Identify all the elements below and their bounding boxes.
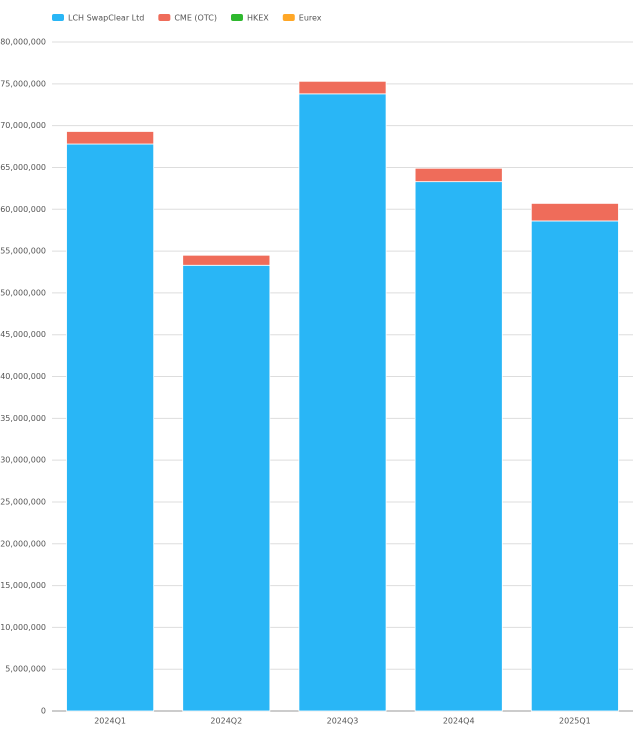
bar-segment	[414, 167, 503, 183]
y-tick-label: 65,000,000	[0, 163, 46, 172]
bar-segment	[182, 254, 271, 266]
y-tick-label: 30,000,000	[0, 456, 46, 465]
legend-swatch	[230, 14, 243, 21]
x-tick-label: 2024Q2	[210, 717, 242, 726]
y-tick-label: 5,000,000	[5, 665, 46, 674]
bar-segment	[298, 93, 387, 712]
y-tick-label: 40,000,000	[0, 372, 46, 381]
legend-label: Eurex	[299, 14, 322, 23]
y-tick-label: 20,000,000	[0, 539, 46, 548]
legend-label: LCH SwapClear Ltd	[68, 14, 144, 23]
bar-segment	[530, 202, 619, 222]
bar-segment	[530, 220, 619, 712]
bar-segment	[66, 143, 155, 712]
y-tick-label: 80,000,000	[0, 38, 46, 47]
legend-label: HKEX	[247, 14, 269, 23]
y-tick-label: 75,000,000	[0, 79, 46, 88]
bar-segment	[414, 181, 503, 712]
y-tick-label: 25,000,000	[0, 497, 46, 506]
x-tick-label: 2024Q3	[327, 717, 359, 726]
x-tick-label: 2024Q4	[443, 717, 475, 726]
y-tick-label: 55,000,000	[0, 247, 46, 256]
legend-swatch	[158, 14, 171, 21]
legend-label: CME (OTC)	[174, 14, 217, 23]
y-tick-label: 35,000,000	[0, 414, 46, 423]
x-tick-label: 2024Q1	[94, 717, 126, 726]
y-tick-label: 60,000,000	[0, 205, 46, 214]
y-tick-label: 50,000,000	[0, 288, 46, 297]
y-tick-label: 10,000,000	[0, 623, 46, 632]
bar-segment	[298, 80, 387, 95]
y-tick-label: 15,000,000	[0, 581, 46, 590]
y-tick-label: 0	[41, 707, 46, 716]
bar-segment	[66, 131, 155, 145]
x-tick-label: 2025Q1	[559, 717, 591, 726]
legend-swatch	[282, 14, 295, 21]
legend-swatch	[52, 14, 64, 21]
y-tick-label: 45,000,000	[0, 330, 46, 339]
bar-segment	[182, 264, 271, 712]
y-tick-label: 70,000,000	[0, 121, 46, 130]
